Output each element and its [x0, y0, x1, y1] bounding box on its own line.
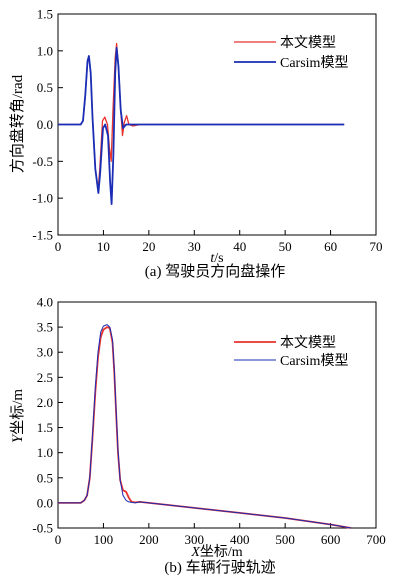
- x-axis-label-unit: /s: [214, 251, 223, 266]
- legend: 本文模型 Carsim模型: [234, 335, 348, 369]
- y-tick-label: 0.5: [37, 470, 53, 485]
- y-tick-label: 4.0: [37, 295, 53, 310]
- x-tick-label: 40: [233, 239, 246, 254]
- y-tick-label: 0.0: [37, 495, 53, 510]
- legend: 本文模型 Carsim模型: [234, 35, 348, 71]
- legend-label-carsim-model: Carsim模型: [280, 353, 348, 369]
- plot-area-frame: [57, 301, 377, 529]
- chart-caption: (a) 驾驶员方向盘操作: [145, 262, 285, 280]
- x-tick-label: 100: [94, 532, 114, 547]
- chart-caption: (b) 车辆行驶轨迹: [164, 559, 275, 576]
- legend-label-proposed-model: 本文模型: [280, 335, 336, 351]
- x-axis-label-unit: 坐标/m: [200, 544, 243, 560]
- x-tick-label: 300: [185, 532, 205, 547]
- y-axis-label: 方向盘转角/rad: [8, 74, 26, 173]
- y-tick-label: 2.0: [37, 395, 53, 410]
- x-tick-label: 60: [324, 239, 337, 254]
- y-tick-label: -0.5: [32, 521, 53, 536]
- x-tick-label: 600: [321, 532, 341, 547]
- legend-label-proposed-model: 本文模型: [280, 35, 336, 51]
- x-axis-ticks: 0 100 200 300 400 500 600 700: [55, 523, 386, 547]
- y-axis-label: Y坐标/m: [9, 389, 26, 444]
- x-tick-label: 0: [55, 532, 62, 547]
- x-tick-label: 20: [142, 239, 155, 254]
- legend-label-carsim-model: Carsim模型: [280, 55, 348, 71]
- y-axis-label-variable: Y: [10, 433, 26, 443]
- x-tick-label: 30: [188, 239, 201, 254]
- series-lines: [58, 324, 352, 529]
- y-tick-label: 1.5: [37, 420, 53, 435]
- x-tick-label: 400: [230, 532, 250, 547]
- y-tick-label: 0.0: [37, 117, 53, 132]
- trajectory-chart: 0 100 200 300 400 500 600 700 4.0 3.5 3.0 2.5 2.0 1.…: [9, 295, 386, 577]
- y-tick-label: -0.5: [32, 154, 53, 169]
- x-axis-ticks: 0 10 20 30 40 50 60 70: [55, 230, 383, 254]
- y-tick-label: -1.5: [32, 228, 53, 243]
- series-line-carsim-model: [58, 47, 345, 205]
- y-tick-label: 1.5: [37, 7, 53, 22]
- x-tick-label: 70: [370, 239, 383, 254]
- y-tick-label: 0.5: [37, 80, 53, 95]
- series-line-carsim-model: [58, 324, 352, 529]
- x-tick-label: 0: [55, 239, 62, 254]
- x-axis-label-variable: t: [210, 251, 215, 266]
- y-tick-label: -1.0: [32, 191, 53, 206]
- x-tick-label: 200: [139, 532, 159, 547]
- y-tick-label: 3.0: [37, 345, 53, 360]
- x-tick-label: 700: [366, 532, 386, 547]
- x-tick-label: 50: [279, 239, 292, 254]
- x-tick-label: 10: [97, 239, 110, 254]
- x-axis-label: X坐标/m: [190, 544, 242, 560]
- steering-angle-chart: 0 10 20 30 40 50 60 70 1.5 1.0 0.5 0.0 -0.5 -1.0 -1.5…: [8, 7, 383, 281]
- y-tick-label: 1.0: [37, 43, 53, 58]
- y-tick-label: 2.5: [37, 370, 53, 385]
- y-tick-label: 3.5: [37, 320, 53, 335]
- y-axis-ticks: 4.0 3.5 3.0 2.5 2.0 1.5 1.0 0.5 0.0 -0.5: [32, 295, 63, 536]
- x-axis-label-variable: X: [190, 545, 200, 560]
- x-tick-label: 500: [275, 532, 295, 547]
- series-lines: [58, 42, 345, 205]
- y-axis-label-unit: 坐标/m: [9, 389, 26, 435]
- y-axis-ticks: 1.5 1.0 0.5 0.0 -0.5 -1.0 -1.5: [32, 7, 63, 243]
- y-tick-label: 1.0: [37, 445, 53, 460]
- x-axis-label: t/s: [210, 251, 223, 266]
